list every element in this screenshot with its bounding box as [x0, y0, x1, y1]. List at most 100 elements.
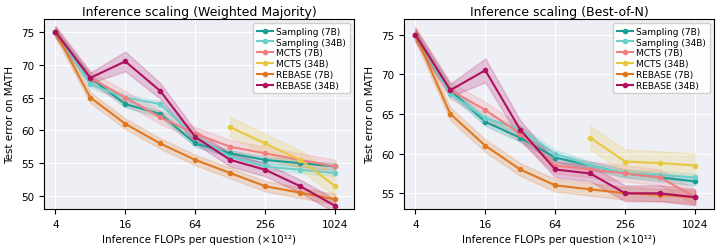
- Sampling (34B): [481, 117, 490, 120]
- MCTS (7B): [156, 116, 165, 119]
- Sampling (7B): [86, 77, 94, 80]
- Sampling (7B): [296, 162, 305, 165]
- Sampling (7B): [691, 180, 700, 183]
- Line: MCTS (7B): MCTS (7B): [53, 31, 337, 169]
- MCTS (34B): [691, 164, 700, 167]
- Sampling (7B): [551, 156, 559, 160]
- MCTS (34B): [261, 142, 269, 146]
- Sampling (34B): [446, 93, 454, 96]
- REBASE (7B): [411, 34, 420, 37]
- MCTS (7B): [261, 152, 269, 155]
- REBASE (34B): [656, 192, 665, 195]
- MCTS (7B): [656, 176, 665, 179]
- REBASE (34B): [191, 136, 199, 139]
- Sampling (7B): [331, 165, 340, 168]
- MCTS (7B): [191, 132, 199, 136]
- REBASE (7B): [51, 31, 60, 34]
- REBASE (34B): [691, 196, 700, 199]
- REBASE (34B): [516, 129, 525, 132]
- Sampling (34B): [586, 164, 595, 167]
- Sampling (34B): [656, 174, 665, 177]
- MCTS (7B): [481, 109, 490, 112]
- Line: MCTS (34B): MCTS (34B): [228, 126, 337, 188]
- Sampling (7B): [516, 137, 525, 140]
- Sampling (34B): [516, 129, 525, 132]
- Y-axis label: Test error on MATH: Test error on MATH: [6, 66, 16, 163]
- Sampling (7B): [191, 142, 199, 146]
- MCTS (34B): [331, 185, 340, 188]
- Line: REBASE (34B): REBASE (34B): [413, 34, 697, 200]
- MCTS (34B): [586, 137, 595, 140]
- Sampling (34B): [551, 152, 559, 156]
- REBASE (34B): [121, 61, 130, 64]
- REBASE (7B): [191, 159, 199, 162]
- Sampling (7B): [656, 176, 665, 179]
- Legend: Sampling (7B), Sampling (34B), MCTS (7B), MCTS (34B), REBASE (7B), REBASE (34B): Sampling (7B), Sampling (34B), MCTS (7B)…: [253, 24, 350, 94]
- Sampling (34B): [226, 156, 235, 158]
- MCTS (7B): [551, 164, 559, 167]
- Line: Sampling (7B): Sampling (7B): [53, 31, 337, 169]
- Sampling (7B): [411, 34, 420, 37]
- MCTS (7B): [691, 196, 700, 199]
- MCTS (34B): [296, 159, 305, 162]
- MCTS (7B): [586, 168, 595, 171]
- Sampling (7B): [121, 103, 130, 106]
- Sampling (34B): [296, 168, 305, 172]
- Sampling (7B): [156, 113, 165, 116]
- Line: Sampling (34B): Sampling (34B): [53, 31, 337, 176]
- Line: MCTS (34B): MCTS (34B): [588, 136, 697, 168]
- Sampling (34B): [86, 84, 94, 86]
- MCTS (7B): [121, 97, 130, 100]
- REBASE (34B): [481, 70, 490, 72]
- REBASE (7B): [551, 184, 559, 187]
- Line: MCTS (7B): MCTS (7B): [413, 34, 697, 200]
- MCTS (34B): [226, 126, 235, 129]
- REBASE (7B): [446, 113, 454, 116]
- Sampling (7B): [621, 172, 629, 175]
- MCTS (7B): [331, 165, 340, 168]
- Title: Inference scaling (Best-of-N): Inference scaling (Best-of-N): [470, 6, 649, 18]
- REBASE (7B): [156, 142, 165, 146]
- REBASE (34B): [86, 77, 94, 80]
- REBASE (7B): [481, 144, 490, 148]
- REBASE (34B): [226, 159, 235, 162]
- Line: Sampling (34B): Sampling (34B): [413, 34, 697, 180]
- Line: REBASE (7B): REBASE (7B): [413, 34, 697, 200]
- REBASE (7B): [516, 168, 525, 171]
- MCTS (7B): [51, 31, 60, 34]
- X-axis label: Inference FLOPs per question (×10¹²): Inference FLOPs per question (×10¹²): [102, 234, 296, 244]
- Sampling (34B): [121, 97, 130, 100]
- Sampling (7B): [51, 31, 60, 34]
- REBASE (34B): [156, 90, 165, 93]
- Sampling (34B): [261, 165, 269, 168]
- Sampling (34B): [51, 31, 60, 34]
- MCTS (7B): [296, 159, 305, 162]
- REBASE (7B): [331, 198, 340, 201]
- MCTS (7B): [226, 146, 235, 149]
- REBASE (7B): [121, 123, 130, 126]
- MCTS (7B): [86, 77, 94, 80]
- Sampling (7B): [481, 121, 490, 124]
- Sampling (34B): [691, 176, 700, 179]
- Sampling (7B): [446, 89, 454, 92]
- MCTS (7B): [621, 172, 629, 175]
- REBASE (7B): [691, 196, 700, 199]
- REBASE (7B): [296, 192, 305, 194]
- REBASE (7B): [621, 192, 629, 195]
- Sampling (34B): [621, 172, 629, 175]
- REBASE (7B): [656, 194, 665, 196]
- REBASE (34B): [261, 168, 269, 172]
- Line: REBASE (7B): REBASE (7B): [53, 31, 337, 202]
- REBASE (34B): [551, 168, 559, 171]
- REBASE (7B): [86, 97, 94, 100]
- Line: Sampling (7B): Sampling (7B): [413, 34, 697, 184]
- Y-axis label: Test error on MATH: Test error on MATH: [366, 66, 376, 163]
- MCTS (7B): [411, 34, 420, 37]
- Line: REBASE (34B): REBASE (34B): [53, 31, 337, 208]
- X-axis label: Inference FLOPs per question (×10¹²): Inference FLOPs per question (×10¹²): [462, 234, 656, 244]
- Sampling (34B): [156, 103, 165, 106]
- REBASE (34B): [51, 31, 60, 34]
- Sampling (7B): [586, 164, 595, 167]
- MCTS (34B): [621, 160, 629, 164]
- Sampling (7B): [226, 152, 235, 155]
